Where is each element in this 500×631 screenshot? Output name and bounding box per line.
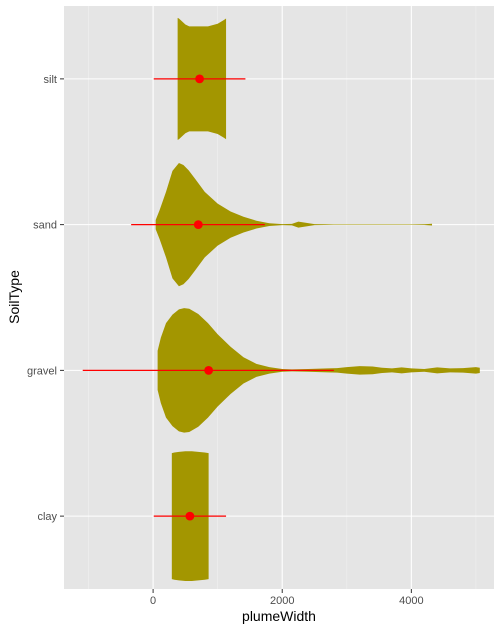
mean-point-clay [185, 511, 195, 521]
y-tick-label-silt: silt [44, 74, 57, 86]
mean-point-silt [195, 74, 204, 84]
y-tick-label-gravel: gravel [27, 365, 57, 377]
violin-sand [155, 162, 433, 287]
y-tick-label-sand: sand [33, 220, 57, 232]
y-tick-label-clay: clay [37, 511, 57, 523]
mean-point-sand [193, 220, 203, 230]
x-tick-label: 0 [150, 595, 156, 607]
x-tick-label: 2000 [270, 595, 294, 607]
axes: 0 2000 4000 clay gravel sand silt [27, 74, 424, 607]
x-axis-title: plumeWidth [242, 608, 316, 624]
y-axis-title: SoilType [6, 270, 22, 324]
plot-panel [64, 6, 494, 589]
mean-point-gravel [204, 365, 214, 375]
summary-markers [82, 74, 334, 521]
x-tick-label: 4000 [399, 595, 423, 607]
